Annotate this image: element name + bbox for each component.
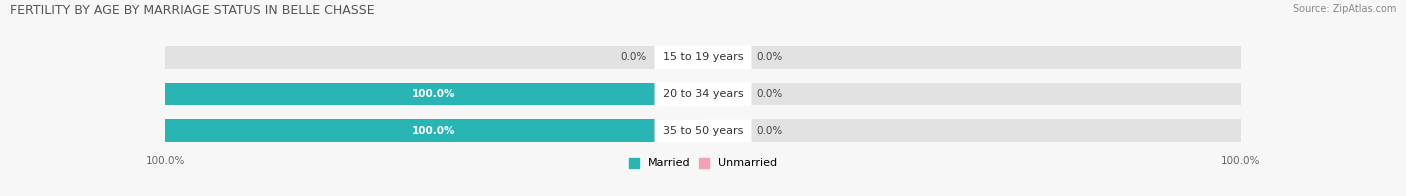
Bar <box>703 119 747 142</box>
Bar <box>165 119 703 142</box>
Bar <box>165 119 703 142</box>
Bar <box>165 46 703 69</box>
Bar <box>703 46 747 69</box>
Bar <box>703 83 747 105</box>
Bar <box>165 83 703 105</box>
Text: 100.0%: 100.0% <box>412 126 456 136</box>
FancyBboxPatch shape <box>655 46 751 69</box>
FancyBboxPatch shape <box>655 82 751 106</box>
Text: 0.0%: 0.0% <box>756 52 783 62</box>
Bar <box>703 83 1241 105</box>
Text: 0.0%: 0.0% <box>620 52 647 62</box>
Text: 0.0%: 0.0% <box>756 126 783 136</box>
FancyBboxPatch shape <box>655 119 751 143</box>
Text: 100.0%: 100.0% <box>412 89 456 99</box>
Text: Source: ZipAtlas.com: Source: ZipAtlas.com <box>1292 4 1396 14</box>
Text: 35 to 50 years: 35 to 50 years <box>662 126 744 136</box>
Bar <box>165 83 703 105</box>
Text: FERTILITY BY AGE BY MARRIAGE STATUS IN BELLE CHASSE: FERTILITY BY AGE BY MARRIAGE STATUS IN B… <box>10 4 374 17</box>
Bar <box>703 119 1241 142</box>
Bar <box>703 46 1241 69</box>
Legend: Married, Unmarried: Married, Unmarried <box>628 158 778 169</box>
Text: 0.0%: 0.0% <box>756 89 783 99</box>
Text: 15 to 19 years: 15 to 19 years <box>662 52 744 62</box>
Text: 20 to 34 years: 20 to 34 years <box>662 89 744 99</box>
